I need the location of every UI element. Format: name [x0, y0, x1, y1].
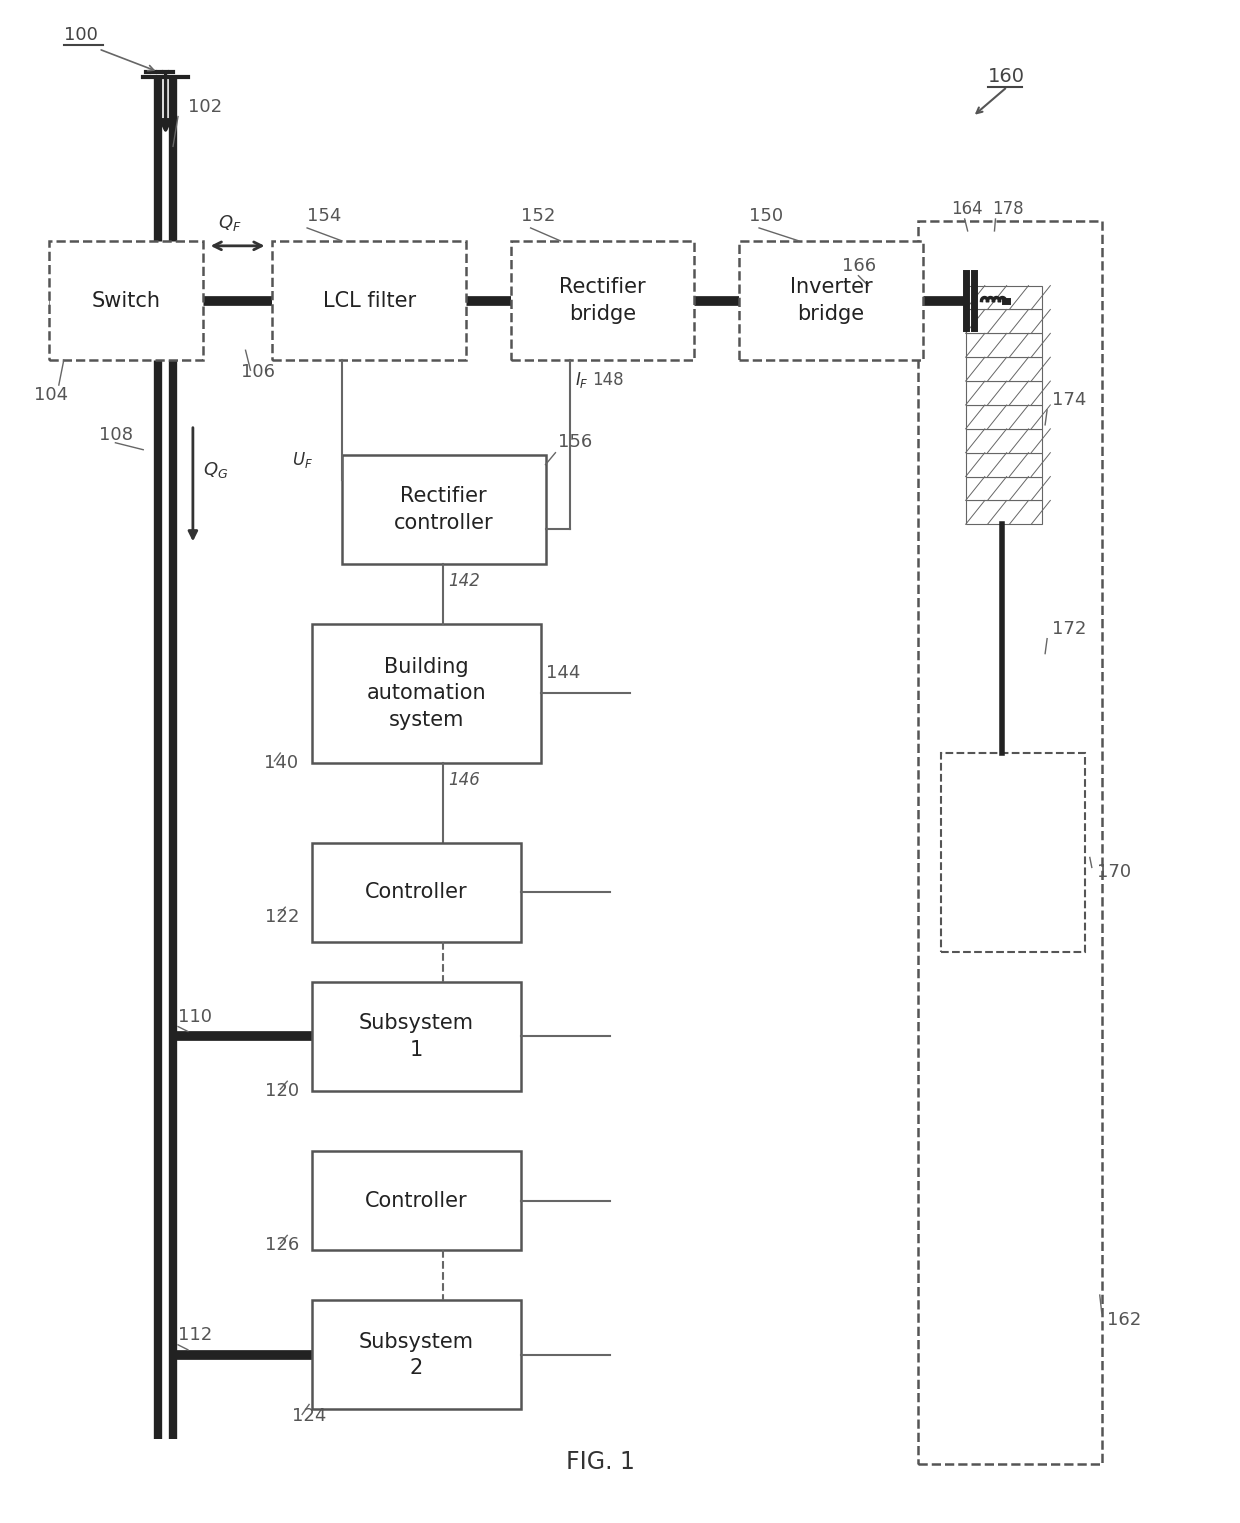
Text: 170: 170 [1096, 864, 1131, 882]
Bar [739, 241, 923, 361]
Bar [312, 982, 521, 1090]
Bar [966, 452, 1042, 477]
Text: 148: 148 [593, 372, 624, 388]
Text: 150: 150 [749, 207, 784, 225]
Text: 160: 160 [987, 67, 1024, 85]
Text: 156: 156 [558, 433, 593, 451]
Text: $Q_G$: $Q_G$ [203, 460, 228, 480]
Text: 172: 172 [1052, 620, 1086, 638]
Text: Controller: Controller [365, 882, 467, 902]
Bar [966, 381, 1042, 405]
Bar [966, 358, 1042, 381]
Bar [342, 455, 546, 564]
Text: Rectifier
controller: Rectifier controller [394, 486, 494, 533]
Text: LCL filter: LCL filter [322, 291, 415, 311]
Text: 100: 100 [63, 26, 98, 44]
Text: 166: 166 [842, 257, 875, 274]
Bar [312, 1301, 521, 1409]
Text: 110: 110 [179, 1008, 212, 1025]
Bar [511, 241, 694, 361]
Text: 120: 120 [265, 1083, 300, 1100]
Bar [918, 221, 1102, 1464]
Text: 122: 122 [265, 908, 300, 926]
Bar [312, 842, 521, 943]
Text: 104: 104 [33, 385, 68, 404]
Bar [966, 334, 1042, 358]
Bar [966, 405, 1042, 429]
Bar [48, 241, 203, 361]
Text: 108: 108 [98, 426, 133, 443]
Text: 112: 112 [179, 1327, 212, 1343]
Text: 174: 174 [1052, 391, 1086, 410]
Text: 154: 154 [308, 207, 341, 225]
Text: $Q_F$: $Q_F$ [218, 213, 242, 233]
Text: 106: 106 [241, 362, 274, 381]
Text: Switch: Switch [92, 291, 160, 311]
Text: Rectifier
bridge: Rectifier bridge [559, 277, 646, 324]
Text: $I_F$: $I_F$ [575, 370, 589, 390]
Bar [941, 752, 1085, 952]
Text: 162: 162 [1107, 1311, 1141, 1330]
Text: 178: 178 [992, 200, 1024, 218]
Bar [966, 429, 1042, 452]
Bar [966, 309, 1042, 334]
Bar [966, 477, 1042, 501]
Text: 124: 124 [293, 1407, 326, 1426]
Bar [966, 501, 1042, 524]
Bar [312, 624, 541, 763]
Text: Building
automation
system: Building automation system [367, 656, 486, 730]
Text: Subsystem
2: Subsystem 2 [358, 1331, 474, 1378]
Text: 144: 144 [546, 664, 580, 682]
Text: Subsystem
1: Subsystem 1 [358, 1013, 474, 1060]
Text: $U_F$: $U_F$ [293, 449, 314, 469]
Text: 140: 140 [264, 754, 299, 772]
Text: 142: 142 [448, 573, 480, 589]
Text: 102: 102 [188, 97, 222, 116]
Text: FIG. 1: FIG. 1 [565, 1450, 635, 1474]
Text: 126: 126 [265, 1237, 300, 1255]
Text: Controller: Controller [365, 1191, 467, 1211]
Text: 164: 164 [951, 200, 982, 218]
Text: 146: 146 [448, 771, 480, 789]
Bar [312, 1151, 521, 1250]
Bar [273, 241, 466, 361]
Text: 152: 152 [521, 207, 556, 225]
Text: Inverter
bridge: Inverter bridge [790, 277, 873, 324]
Bar [966, 286, 1042, 309]
